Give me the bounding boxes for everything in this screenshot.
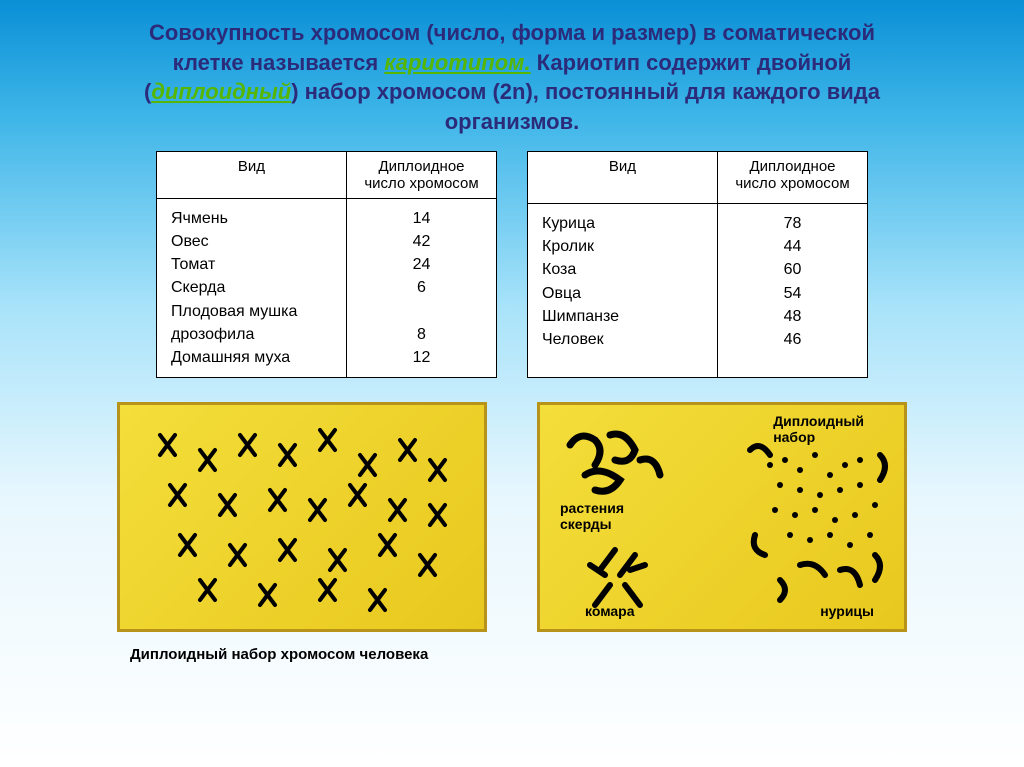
col-header-species: Вид (157, 151, 347, 198)
species-table-left: Вид Диплоидное число хромосом Ячмень Ове… (156, 151, 497, 378)
left-nums: 14 42 24 6 8 12 (347, 198, 497, 377)
header-paragraph: Совокупность хромосом (число, форма и ра… (0, 0, 1024, 151)
images-container: Диплоидный набор растения скерды комара … (0, 402, 1024, 632)
species-table-right: Вид Диплоидное число хромосом Курица Кро… (527, 151, 868, 378)
right-names: Курица Кролик Коза Овца Шимпанзе Человек (528, 204, 718, 378)
col-header-number: Диплоидное число хромосом (347, 151, 497, 198)
highlight-diploid: диплоидный (151, 79, 291, 104)
col-header-number: Диплоидное число хромосом (718, 151, 868, 203)
right-nums: 78 44 60 54 48 46 (718, 204, 868, 378)
header-text-6: организмов. (445, 109, 580, 134)
left-names: Ячмень Овес Томат Скерда Плодовая мушка … (157, 198, 347, 377)
label-plant: растения скерды (560, 500, 624, 532)
tables-container: Вид Диплоидное число хромосом Ячмень Ове… (0, 151, 1024, 378)
highlight-karyotype: кариотипом. (384, 50, 530, 75)
header-text-2: клетке называется (173, 50, 385, 75)
col-header-species: Вид (528, 151, 718, 203)
header-text-1: Совокупность хромосом (число, форма и ра… (149, 20, 875, 45)
label-diploid-set: Диплоидный набор (773, 413, 864, 445)
label-mosquito: комара (585, 603, 635, 619)
label-chicken: нурицы (820, 603, 874, 619)
header-text-5: ) набор хромосом (2n), постоянный для ка… (291, 79, 880, 104)
image-caption: Диплоидный набор хромосом человека (0, 646, 1024, 663)
human-chromosomes-svg (120, 405, 487, 632)
header-text-3: Кариотип содержит двойной (531, 50, 852, 75)
karyotype-human-image (117, 402, 487, 632)
karyotype-examples-image: Диплоидный набор растения скерды комара … (537, 402, 907, 632)
